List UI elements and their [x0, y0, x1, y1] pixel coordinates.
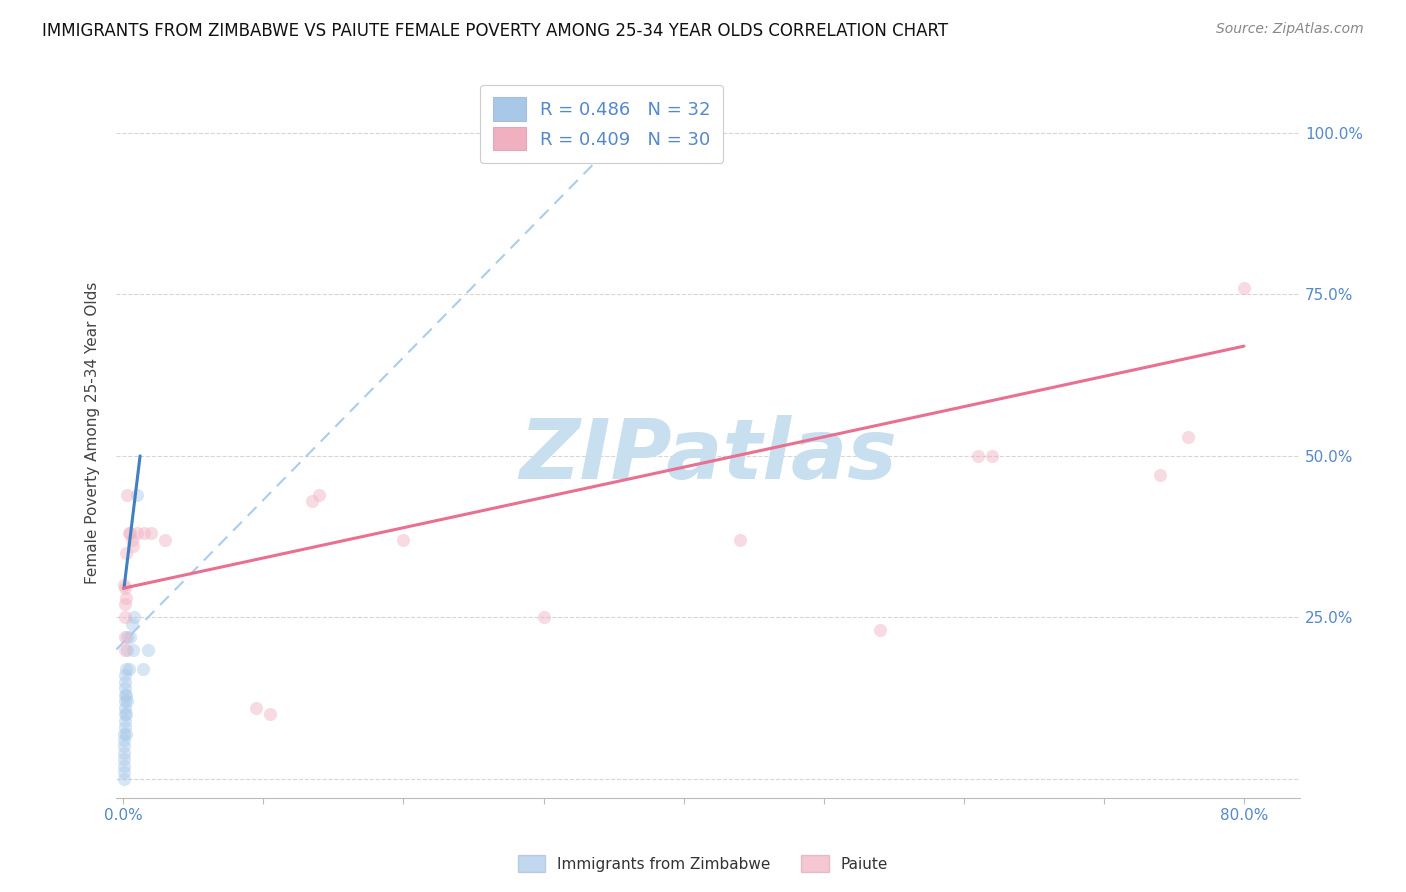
Point: [112, 752, 135, 766]
Point: [245, 700, 267, 714]
Y-axis label: Female Poverty Among 25-34 Year Olds: Female Poverty Among 25-34 Year Olds: [86, 282, 100, 584]
Point: [114, 700, 136, 714]
Point: [141, 526, 163, 541]
Point: [120, 526, 142, 541]
Point: [118, 526, 141, 541]
Point: [728, 533, 751, 547]
Point: [112, 746, 135, 760]
Legend: Immigrants from Zimbabwe, Paiute: Immigrants from Zimbabwe, Paiute: [510, 847, 896, 880]
Point: [114, 688, 136, 702]
Point: [114, 668, 136, 682]
Point: [115, 662, 138, 676]
Point: [155, 533, 177, 547]
Text: Source: ZipAtlas.com: Source: ZipAtlas.com: [1216, 22, 1364, 37]
Point: [122, 539, 145, 553]
Point: [114, 598, 136, 612]
Legend: R = 0.486   N = 32, R = 0.409   N = 30: R = 0.486 N = 32, R = 0.409 N = 30: [481, 85, 723, 163]
Point: [114, 642, 136, 657]
Point: [114, 610, 136, 624]
Point: [115, 591, 138, 605]
Point: [117, 642, 139, 657]
Point: [117, 630, 139, 644]
Point: [112, 739, 135, 754]
Point: [114, 681, 136, 696]
Point: [115, 707, 138, 722]
Point: [533, 610, 555, 624]
Point: [134, 526, 156, 541]
Point: [1149, 468, 1171, 483]
Point: [1233, 281, 1256, 295]
Point: [308, 488, 330, 502]
Point: [112, 726, 135, 740]
Point: [301, 494, 323, 508]
Point: [392, 533, 415, 547]
Text: IMMIGRANTS FROM ZIMBABWE VS PAIUTE FEMALE POVERTY AMONG 25-34 YEAR OLDS CORRELAT: IMMIGRANTS FROM ZIMBABWE VS PAIUTE FEMAL…: [42, 22, 948, 40]
Point: [112, 578, 135, 592]
Point: [114, 720, 136, 734]
Point: [127, 488, 149, 502]
Point: [124, 610, 146, 624]
Point: [114, 630, 136, 644]
Point: [114, 707, 136, 722]
Point: [122, 642, 145, 657]
Point: [112, 759, 135, 773]
Point: [112, 733, 135, 747]
Point: [114, 674, 136, 689]
Point: [112, 772, 135, 786]
Point: [138, 642, 160, 657]
Point: [115, 726, 138, 740]
Point: [117, 694, 139, 708]
Point: [127, 526, 149, 541]
Point: [117, 488, 139, 502]
Point: [120, 630, 142, 644]
Point: [118, 662, 141, 676]
Point: [1177, 429, 1199, 443]
Point: [966, 449, 988, 463]
Point: [121, 616, 143, 631]
Point: [132, 662, 155, 676]
Point: [115, 688, 138, 702]
Point: [115, 546, 138, 560]
Point: [114, 581, 136, 595]
Text: ZIPatlas: ZIPatlas: [519, 415, 897, 496]
Point: [980, 449, 1002, 463]
Point: [259, 707, 281, 722]
Point: [114, 694, 136, 708]
Point: [114, 714, 136, 728]
Point: [121, 533, 143, 547]
Point: [869, 624, 891, 638]
Point: [112, 765, 135, 780]
